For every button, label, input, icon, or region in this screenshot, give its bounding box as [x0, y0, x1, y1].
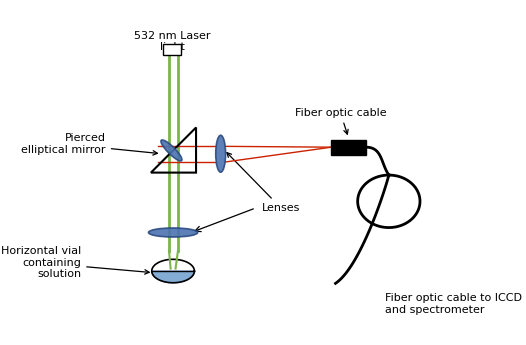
Ellipse shape [148, 228, 198, 237]
Ellipse shape [161, 140, 182, 161]
Text: 532 nm Laser
light: 532 nm Laser light [134, 31, 210, 52]
Text: Lenses: Lenses [227, 152, 300, 213]
Ellipse shape [216, 135, 226, 172]
Text: Fiber optic cable to ICCD
and spectrometer: Fiber optic cable to ICCD and spectromet… [385, 293, 522, 315]
Polygon shape [151, 271, 195, 283]
Text: Pierced
elliptical mirror: Pierced elliptical mirror [22, 133, 157, 155]
Text: Horizontal vial
containing
solution: Horizontal vial containing solution [1, 246, 149, 279]
Text: Fiber optic cable: Fiber optic cable [295, 108, 386, 134]
Bar [331, 140, 366, 155]
Bar [163, 44, 181, 55]
